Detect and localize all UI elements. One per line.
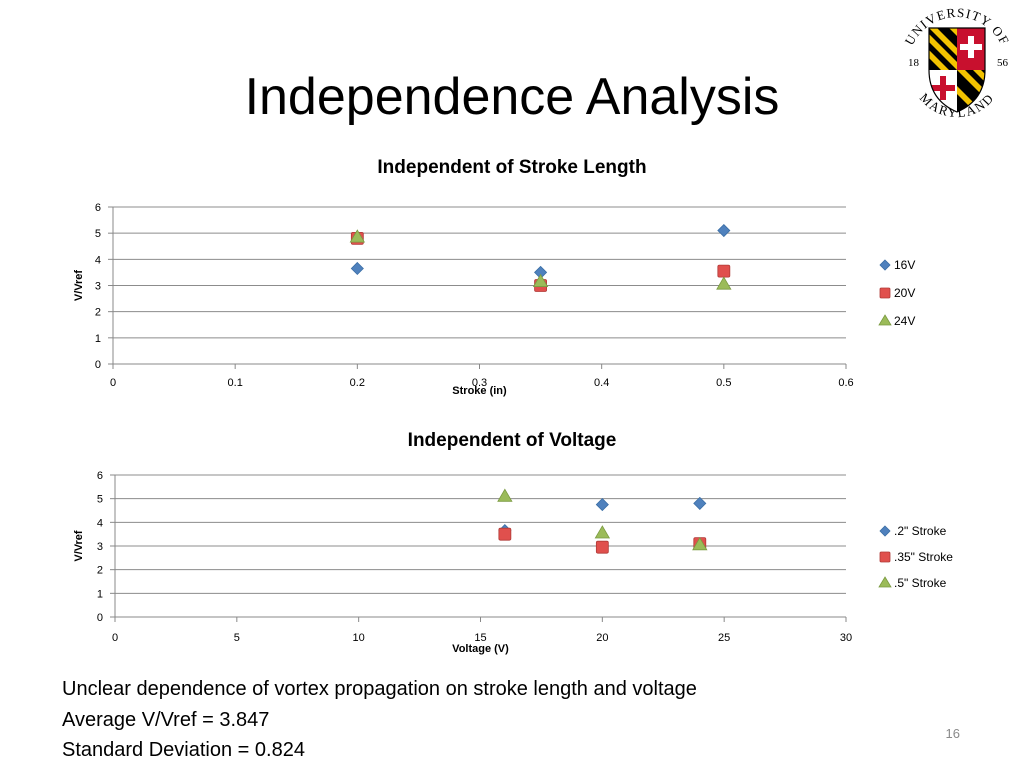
data-point	[595, 498, 609, 512]
data-point	[717, 223, 731, 238]
y-tick-label: 5	[95, 228, 101, 240]
chart-title: Independent of Stroke Length	[377, 157, 646, 178]
legend-label: .2" Stroke	[894, 524, 947, 538]
data-point	[594, 525, 611, 539]
chart-stroke-length: Independent of Stroke Length 0 1 2 3 4 5 6 0 0.1 0…	[0, 150, 1024, 410]
x-tick-label: 5	[234, 632, 240, 644]
y-tick-label: 1	[95, 333, 101, 345]
notes-text-block: Unclear dependence of vortex propagation…	[62, 674, 697, 766]
y-tick-label: 6	[95, 202, 101, 214]
y-tick-label: 0	[95, 359, 101, 371]
x-tick-label: 10	[353, 632, 365, 644]
legend-item: 20V	[879, 286, 915, 300]
seal-shield-gold-stripes	[929, 28, 957, 70]
legend-label: 24V	[894, 314, 915, 328]
data-point	[498, 527, 512, 541]
legend-marker	[879, 259, 891, 271]
chart-svg: Independent of Voltage 0 1 2 3 4 5 6 0 5 10 15 20 25 3…	[73, 430, 953, 655]
data-point	[349, 229, 366, 243]
chart-svg: Independent of Stroke Length 0 1 2 3 4 5 6 0 0.1 0…	[73, 157, 915, 397]
legend-label: .35" Stroke	[894, 550, 953, 564]
x-tick-label: 20	[596, 632, 608, 644]
legend-label: .5" Stroke	[894, 576, 947, 590]
x-axis-label: Voltage (V)	[452, 643, 509, 655]
x-tick-label: 25	[718, 632, 730, 644]
page-number: 16	[945, 726, 960, 741]
legend: .2" Stroke .35" Stroke .5" Stroke	[878, 524, 953, 590]
y-tick-label: 4	[95, 254, 101, 266]
y-axis-label: V/Vref	[73, 270, 85, 302]
x-tick-label: 15	[474, 632, 486, 644]
x-tick-label: 0.4	[594, 377, 609, 389]
y-tick-label: 2	[97, 565, 103, 577]
note-line: Unclear dependence of vortex propagation…	[62, 678, 697, 700]
x-tick-label: 0	[112, 632, 118, 644]
x-tick-label: 0.5	[716, 377, 731, 389]
y-tick-label: 3	[95, 281, 101, 293]
x-tick-label: 0	[110, 377, 116, 389]
series-triangle	[349, 229, 732, 290]
legend-marker	[878, 576, 892, 588]
legend-item: .35" Stroke	[879, 550, 953, 564]
x-tick-label: 0.2	[350, 377, 365, 389]
university-seal-logo: UNIVERSITY OF MARYLAND 18 56	[902, 5, 1012, 120]
data-point	[692, 537, 708, 551]
y-tick-label: 0	[97, 612, 103, 624]
legend-marker	[878, 314, 892, 326]
data-point	[532, 273, 549, 287]
y-tick-label: 5	[97, 494, 103, 506]
data-point	[716, 276, 732, 290]
seal-year-left: 18	[908, 57, 920, 69]
legend: 16V 20V 24V	[878, 258, 915, 328]
x-tick-label: 0.6	[838, 377, 853, 389]
x-tick-label: 0.1	[228, 377, 243, 389]
legend-label: 20V	[894, 286, 915, 300]
note-line: Standard Deviation = 0.824	[62, 739, 305, 761]
legend-item: .5" Stroke	[878, 576, 947, 590]
y-axis-label: V/Vref	[73, 530, 85, 562]
legend-item: .2" Stroke	[879, 524, 947, 538]
data-point	[350, 261, 364, 276]
data-point	[497, 488, 513, 502]
y-tick-label: 2	[95, 307, 101, 319]
data-point	[717, 264, 731, 278]
series-diamond	[350, 223, 731, 279]
legend-item: 24V	[878, 314, 915, 328]
chart-voltage: Independent of Voltage 0 1 2 3 4 5 6 0 5 10 15 20 25 3…	[0, 420, 1024, 665]
series-triangle	[497, 488, 708, 551]
seal-year-right: 56	[997, 57, 1009, 69]
x-axis-label: Stroke (in)	[452, 385, 507, 397]
x-tick-label: 0.3	[472, 377, 487, 389]
y-tick-label: 1	[97, 588, 103, 600]
y-tick-label: 6	[97, 470, 103, 482]
slide-title: Independence Analysis	[244, 68, 780, 126]
y-tick-label: 3	[97, 541, 103, 553]
legend-label: 16V	[894, 258, 915, 272]
gridlines	[115, 474, 846, 618]
y-tick-label: 4	[97, 517, 103, 529]
gridlines	[113, 206, 846, 365]
legend-item: 16V	[879, 258, 915, 272]
note-line: Average V/Vref = 3.847	[62, 708, 270, 731]
data-point	[693, 496, 707, 510]
data-point	[595, 540, 609, 554]
legend-marker	[879, 551, 891, 563]
legend-marker	[879, 525, 891, 537]
chart-title: Independent of Voltage	[408, 430, 617, 451]
x-tick-label: 30	[840, 632, 852, 644]
legend-marker	[879, 287, 891, 299]
